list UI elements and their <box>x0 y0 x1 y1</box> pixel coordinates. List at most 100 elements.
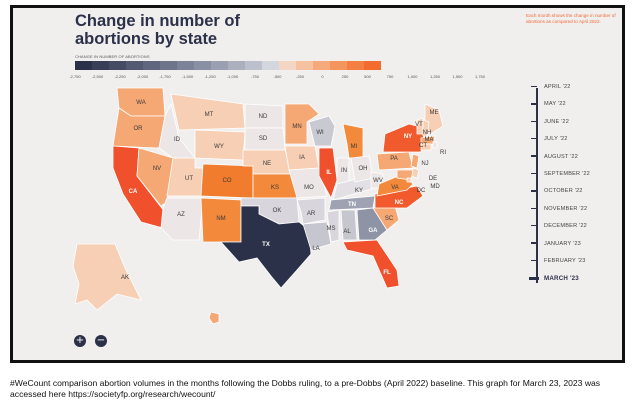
legend-tick-label: -1,250 <box>204 74 216 79</box>
state-label-nv: NV <box>153 166 161 172</box>
legend-tick-label: -1,000 <box>226 74 239 79</box>
timeline-month-4[interactable]: AUGUST '22 <box>531 154 578 160</box>
timeline-month-3[interactable]: JULY '22 <box>531 136 568 142</box>
state-label-nc: NC <box>395 200 404 206</box>
state-nv[interactable] <box>136 147 174 207</box>
state-ak[interactable] <box>72 243 142 311</box>
state-label-sd: SD <box>259 136 268 142</box>
legend-tick-label: -500 <box>273 74 282 79</box>
legend-swatch-13 <box>296 61 313 70</box>
state-label-wy: WY <box>214 144 224 150</box>
state-label-nm: NM <box>216 216 225 222</box>
legend-tick-label: -2,500 <box>91 74 104 79</box>
state-ar[interactable] <box>296 197 326 225</box>
state-label-wv: WV <box>373 178 383 184</box>
state-la[interactable] <box>302 221 332 251</box>
state-label-ms: MS <box>327 226 336 232</box>
state-label-mt: MT <box>205 112 214 118</box>
legend-tick-label: -1,750 <box>159 74 171 79</box>
state-label-ar: AR <box>307 211 316 217</box>
timeline-month-0[interactable]: APRIL '22 <box>531 84 571 90</box>
state-label-mi: MI <box>351 144 358 150</box>
timeline-month-10[interactable]: FEBRUARY '23 <box>531 258 586 264</box>
state-label-in: IN <box>341 168 347 174</box>
state-mo[interactable] <box>288 167 328 199</box>
state-ga[interactable] <box>356 207 388 241</box>
timeline-month-2[interactable]: JUNE '22 <box>531 119 569 125</box>
state-label-nj: NJ <box>421 161 428 167</box>
state-label-ga: GA <box>369 228 379 234</box>
timeline-track <box>536 88 538 283</box>
timeline-month-6[interactable]: OCTOBER '22 <box>531 188 583 194</box>
state-label-id: ID <box>174 137 181 143</box>
state-label-tn: TN <box>348 202 356 208</box>
legend-ticks: -2,750 -2,500 -2,250 -2,000 -1,750 -1,500 -1,2… <box>69 74 486 82</box>
state-nh[interactable] <box>422 119 430 137</box>
state-label-il: IL <box>326 170 332 176</box>
state-label-ok: OK <box>273 208 282 214</box>
state-label-ak: AK <box>121 275 129 281</box>
state-label-de: DE <box>429 176 437 182</box>
state-mn[interactable] <box>284 103 320 145</box>
state-label-or: OR <box>134 126 144 132</box>
state-al[interactable] <box>340 209 358 241</box>
state-dc[interactable] <box>406 177 412 183</box>
legend-tick-label: -2,250 <box>114 74 126 79</box>
state-ri[interactable] <box>432 141 438 149</box>
state-label-ma: MA <box>425 137 434 143</box>
state-label-ny: NY <box>404 134 412 140</box>
state-il[interactable] <box>318 147 338 199</box>
legend-tick-label: -2,000 <box>136 74 149 79</box>
legend-swatch-7 <box>194 61 211 70</box>
timeline-month-1[interactable]: MAY '22 <box>531 101 566 107</box>
state-label-tx: TX <box>262 242 270 248</box>
state-label-az: AZ <box>177 212 185 218</box>
timeline-month-8[interactable]: DECEMBER '22 <box>531 223 587 229</box>
timeline-month-7[interactable]: NOVEMBER '22 <box>531 206 587 212</box>
legend-tick-label: 1,500 <box>452 74 463 79</box>
state-ct[interactable] <box>420 143 432 151</box>
us-map: WA OR CA ID NV UT AZ MT WY CO NM ND SD NE KS OK TX MN IA MO… <box>72 87 446 325</box>
state-az[interactable] <box>160 197 204 241</box>
legend-swatch-2 <box>109 61 126 70</box>
legend-tick-label: -1,500 <box>181 74 194 79</box>
state-label-mo: MO <box>304 185 314 191</box>
state-label-ia: IA <box>299 155 305 161</box>
map-title: Change in number of abortions by state <box>75 12 240 48</box>
zoom-out-button[interactable]: − <box>95 335 107 347</box>
state-wi[interactable] <box>308 115 336 147</box>
figure-caption: #WeCount comparison abortion volumes in … <box>10 378 601 399</box>
legend-swatch-6 <box>177 61 194 70</box>
legend-swatch-17 <box>364 61 381 70</box>
state-label-co: CO <box>223 178 232 184</box>
state-label-vt: VT <box>415 122 423 128</box>
state-hi[interactable] <box>208 311 220 325</box>
legend-swatch-0 <box>75 61 92 70</box>
color-legend <box>75 61 381 70</box>
zoom-in-button[interactable]: + <box>74 335 86 347</box>
state-ms[interactable] <box>326 209 340 243</box>
state-tx[interactable] <box>220 205 312 289</box>
timeline-month-9[interactable]: JANUARY '23 <box>531 241 581 247</box>
state-label-nd: ND <box>259 114 268 120</box>
legend-swatch-15 <box>330 61 347 70</box>
state-label-me: ME <box>430 110 439 116</box>
timeline-month-11[interactable]: MARCH '23 <box>531 275 579 282</box>
state-label-va: VA <box>391 185 399 191</box>
state-mi[interactable] <box>342 123 364 159</box>
state-label-ks: KS <box>271 185 279 191</box>
state-label-ct: CT <box>419 143 427 149</box>
state-label-al: AL <box>343 229 351 235</box>
state-nj[interactable] <box>410 153 420 169</box>
state-fl[interactable] <box>342 239 400 289</box>
state-ny[interactable] <box>382 123 426 153</box>
state-label-ut: UT <box>185 176 193 182</box>
state-label-mn: MN <box>292 124 301 130</box>
timeline-month-5[interactable]: SEPTEMBER '22 <box>531 171 590 177</box>
state-label-ca: CA <box>129 189 138 195</box>
legend-tick-label: 1,750 <box>474 74 486 79</box>
legend-swatch-14 <box>313 61 330 70</box>
state-label-md: MD <box>430 184 440 190</box>
baseline-note: Each month shows the change in number of… <box>526 13 616 24</box>
legend-tick-label: 1,250 <box>429 74 441 79</box>
